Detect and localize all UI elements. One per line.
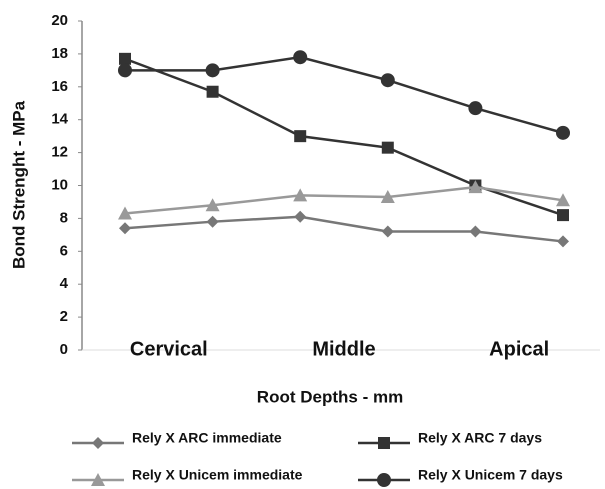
y-tick-label: 0	[60, 341, 68, 358]
marker	[294, 130, 307, 143]
y-tick-label: 18	[51, 45, 68, 62]
marker	[557, 209, 569, 222]
marker	[118, 206, 132, 220]
legend-marker	[92, 437, 104, 449]
marker	[205, 63, 220, 78]
y-tick-label: 6	[60, 242, 68, 259]
marker	[119, 222, 131, 235]
legend-label: Rely X Unicem 7 days	[418, 467, 563, 483]
y-tick-label: 12	[51, 144, 68, 161]
marker	[556, 193, 570, 207]
marker	[469, 225, 482, 238]
marker	[206, 215, 219, 228]
marker	[381, 225, 394, 238]
marker	[205, 198, 220, 212]
x-axis-title: Root Depths - mm	[257, 387, 403, 406]
y-tick-label: 2	[60, 308, 68, 325]
legend-label: Rely X ARC 7 days	[418, 430, 542, 446]
marker	[468, 101, 483, 116]
legend-marker	[377, 473, 391, 487]
y-tick-label: 4	[60, 275, 69, 292]
x-tick-label: Apical	[489, 338, 549, 360]
marker	[294, 210, 307, 223]
y-tick-label: 10	[51, 176, 68, 193]
marker	[556, 125, 570, 140]
y-tick-label: 20	[51, 12, 68, 29]
legend-label: Rely X ARC immediate	[132, 430, 282, 446]
marker	[380, 190, 395, 204]
x-tick-label: Middle	[312, 338, 375, 360]
legend-marker	[378, 437, 390, 449]
marker	[557, 235, 569, 248]
marker	[380, 73, 395, 88]
y-tick-label: 8	[60, 209, 68, 226]
series-line	[125, 55, 564, 135]
legend-marker	[91, 473, 105, 486]
marker	[381, 141, 394, 154]
x-tick-label: Cervical	[130, 338, 208, 360]
marker	[293, 50, 308, 65]
series-line	[124, 185, 564, 215]
series-line	[124, 215, 564, 243]
legend-label: Rely X Unicem immediate	[132, 467, 303, 483]
marker	[118, 63, 132, 78]
y-axis-title: Bond Strenght - MPa	[9, 100, 28, 269]
marker	[206, 85, 219, 98]
y-tick-label: 14	[51, 111, 68, 128]
marker	[119, 52, 131, 65]
marker	[293, 188, 308, 202]
y-tick-label: 16	[51, 78, 68, 95]
marker	[468, 180, 483, 194]
